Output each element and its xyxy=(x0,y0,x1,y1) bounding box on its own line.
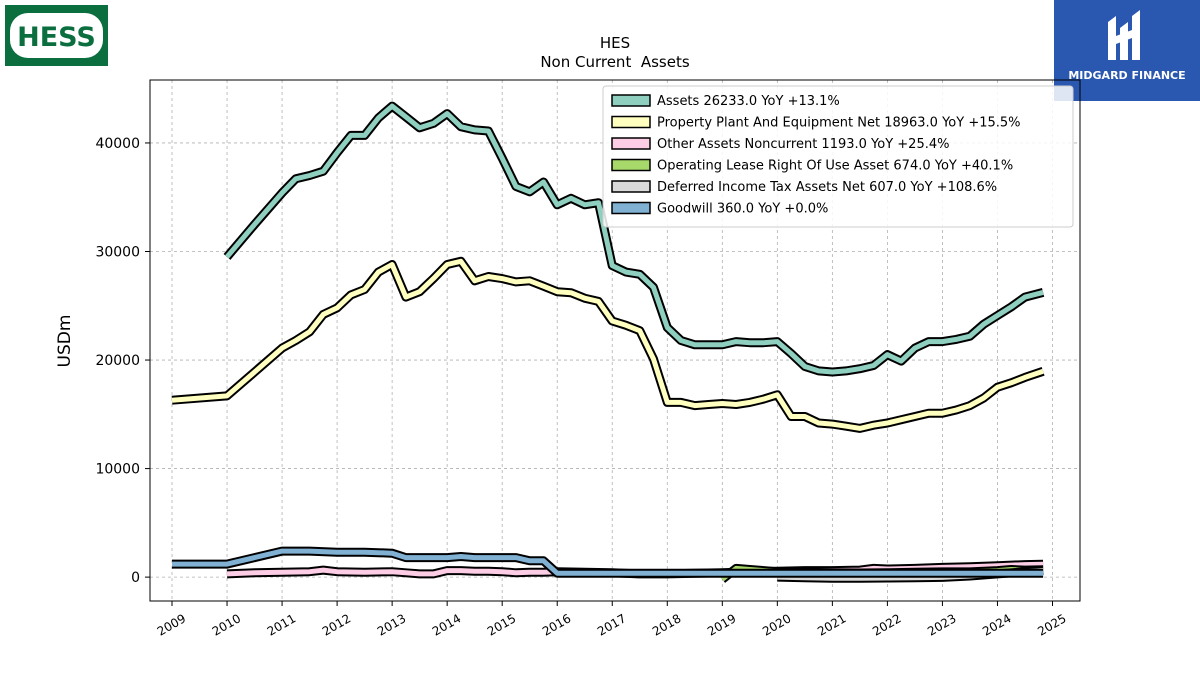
x-tick-label: 2023 xyxy=(925,611,958,638)
legend-item: Property Plant And Equipment Net 18963.0… xyxy=(611,115,1021,131)
legend-label: Property Plant And Equipment Net 18963.0… xyxy=(657,116,1021,131)
x-tick-label: 2025 xyxy=(1035,611,1068,638)
series-assets xyxy=(223,101,1045,377)
legend-swatch xyxy=(611,201,651,215)
y-axis-label: USDm xyxy=(55,315,75,368)
legend-item: Assets 26233.0 YoY +13.1% xyxy=(611,94,840,109)
series-line xyxy=(171,258,1044,431)
legend-item: Operating Lease Right Of Use Asset 674.0… xyxy=(611,158,1013,174)
midgard-logo-text: MIDGARD FINANCE xyxy=(1068,69,1186,82)
legend-label: Other Assets Noncurrent 1193.0 YoY +25.4… xyxy=(657,137,949,152)
y-axis: 0 10000 20000 30000 40000 xyxy=(95,136,150,586)
legend-swatch xyxy=(611,137,651,150)
hess-logo-text: HESS xyxy=(17,22,96,53)
x-tick-label: 2015 xyxy=(485,611,518,638)
legend-item: Other Assets Noncurrent 1193.0 YoY +25.4… xyxy=(611,137,949,152)
x-tick-label: 2012 xyxy=(320,611,353,638)
series-property-plant-and-equipment-net xyxy=(171,256,1045,433)
legend: Assets 26233.0 YoY +13.1% Property Plant … xyxy=(602,85,1074,228)
x-tick-label: 2017 xyxy=(595,611,628,638)
legend-box xyxy=(602,85,1074,228)
midgard-finance-logo: MIDGARD FINANCE xyxy=(1054,0,1200,101)
legend-label: Operating Lease Right Of Use Asset 674.0… xyxy=(657,159,1013,174)
series-layer xyxy=(171,101,1045,583)
series-line xyxy=(225,103,1044,375)
hess-logo: HESS xyxy=(5,5,108,66)
legend-item: Deferred Income Tax Assets Net 607.0 YoY… xyxy=(611,180,997,195)
x-tick-label: 2010 xyxy=(210,611,243,638)
x-tick-label: 2018 xyxy=(650,611,683,638)
midgard-mark-icon xyxy=(1108,10,1140,60)
legend-swatch xyxy=(611,158,651,172)
x-tick-label: 2022 xyxy=(870,611,903,638)
x-tick-label: 2009 xyxy=(155,611,188,638)
y-tick-label: 40000 xyxy=(95,136,140,152)
y-tick-label: 10000 xyxy=(95,462,140,478)
legend-label: Assets 26233.0 YoY +13.1% xyxy=(657,94,840,109)
legend-swatch xyxy=(611,180,651,193)
x-tick-label: 2011 xyxy=(265,611,298,638)
chart-subtitle: Non Current Assets xyxy=(540,53,690,71)
x-tick-label: 2020 xyxy=(760,611,793,638)
legend-swatch xyxy=(611,94,651,107)
series-line xyxy=(172,548,1044,576)
x-axis: 2009 2010 2011 2012 2013 2014 2015 2016 2017 2018… xyxy=(155,601,1069,639)
y-tick-label: 0 xyxy=(131,570,140,586)
legend-label: Goodwill 360.0 YoY +0.0% xyxy=(657,202,828,217)
x-tick-label: 2021 xyxy=(815,611,848,638)
x-tick-label: 2013 xyxy=(375,611,408,638)
hess-logo-badge: HESS xyxy=(10,13,103,58)
y-tick-label: 20000 xyxy=(95,353,140,369)
legend-label: Deferred Income Tax Assets Net 607.0 YoY… xyxy=(657,180,997,195)
series-goodwill xyxy=(172,546,1044,578)
plot-frame xyxy=(149,79,1081,602)
legend-item: Goodwill 360.0 YoY +0.0% xyxy=(611,201,828,217)
x-tick-label: 2016 xyxy=(540,611,573,638)
x-tick-label: 2014 xyxy=(430,611,463,638)
x-tick-label: 2024 xyxy=(980,611,1013,638)
legend-swatch xyxy=(611,115,651,129)
chart-title: HES xyxy=(600,34,630,52)
y-tick-label: 30000 xyxy=(95,244,140,260)
x-tick-label: 2019 xyxy=(705,611,738,638)
